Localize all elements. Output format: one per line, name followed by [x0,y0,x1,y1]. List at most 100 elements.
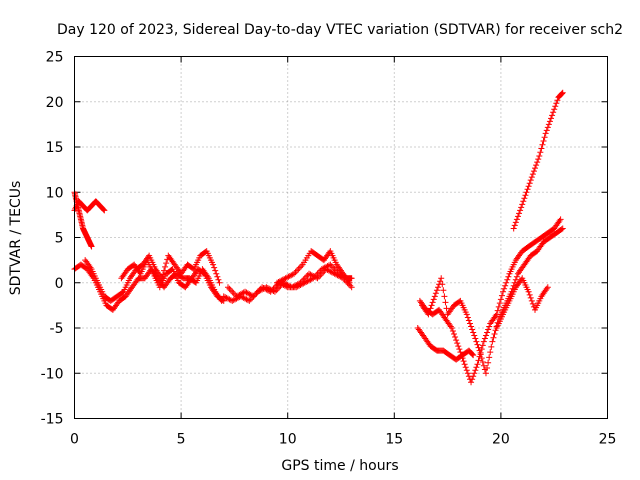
data-point [529,171,536,178]
data-point [489,338,496,345]
data-point [215,276,222,283]
series-track-e [118,257,227,304]
x-tick-label: 0 [70,432,79,448]
data-point [474,361,481,368]
data-point [463,367,470,374]
data-point [425,311,432,318]
data-point [529,300,536,307]
series-track-m [493,275,551,331]
data-point [550,109,557,116]
data-point [163,260,170,267]
data-point [464,370,471,377]
data-point [540,137,547,144]
data-point [527,294,534,301]
data-point [466,320,473,327]
data-point [464,314,471,321]
data-point [465,317,472,324]
data-point [542,130,549,137]
data-point [496,300,503,307]
data-point [200,269,207,276]
data-point [518,204,525,211]
data-point [325,262,332,269]
data-point [512,276,519,283]
data-point [293,267,300,274]
data-point [454,340,461,347]
data-point [455,343,462,350]
data-point [553,100,560,107]
data-point [486,354,493,361]
x-tick-label: 15 [385,432,403,448]
data-point [88,243,95,250]
data-point [544,124,551,131]
data-point [557,216,564,223]
data-point [549,112,556,119]
data-point [520,198,527,205]
data-point [426,308,433,315]
y-tick-label: 25 [46,50,64,66]
data-point [479,358,486,365]
y-tick-label: -15 [41,412,64,428]
data-point [479,342,486,349]
data-point [162,263,169,270]
data-point [119,289,126,296]
data-point [428,302,435,309]
data-point [490,334,497,341]
x-axis-label: GPS time / hours [281,458,398,474]
y-tick-label: 15 [46,140,64,156]
data-point [505,273,512,280]
data-point [545,121,552,128]
y-tick-label: -10 [41,366,64,382]
data-point [452,334,459,341]
data-point [469,351,476,358]
data-point [488,343,495,350]
data-point [453,337,460,344]
data-point [543,127,550,134]
data-point [460,358,467,365]
data-point [244,297,251,304]
data-point [502,282,509,289]
y-tick-label: 10 [46,185,64,201]
data-point [494,307,501,314]
data-point [528,174,535,181]
data-point [532,165,539,172]
data-point [295,266,302,273]
data-point [474,341,481,348]
data-point [283,283,290,290]
data-point [348,284,355,291]
series-track-h [274,248,353,286]
series-track-g [225,261,355,300]
data-point [548,115,555,122]
data-point [473,364,480,371]
data-point [536,153,543,160]
data-point [476,347,483,354]
data-point [478,355,485,362]
data-point [449,328,456,335]
data-point [525,183,532,190]
data-point [427,305,434,312]
data-point [298,263,305,270]
data-point [469,326,476,333]
data-point [470,352,477,359]
data-point [527,177,534,184]
data-point [525,288,532,295]
data-point [487,349,494,356]
x-tick-label: 20 [492,432,510,448]
data-point [216,279,223,286]
x-tick-label: 10 [279,432,297,448]
data-point [161,267,168,274]
data-point [559,90,566,97]
data-point [472,367,479,374]
data-point [429,299,436,306]
data-point [437,278,444,285]
data-point [519,201,526,208]
data-point [484,364,491,371]
data-point [229,288,236,295]
data-point [480,362,487,369]
data-point [559,89,566,96]
chart-title: Day 120 of 2023, Sidereal Day-to-day VTE… [57,22,623,38]
data-point [252,291,259,298]
data-point [484,329,491,336]
data-point [501,285,508,292]
data-point [439,281,446,288]
